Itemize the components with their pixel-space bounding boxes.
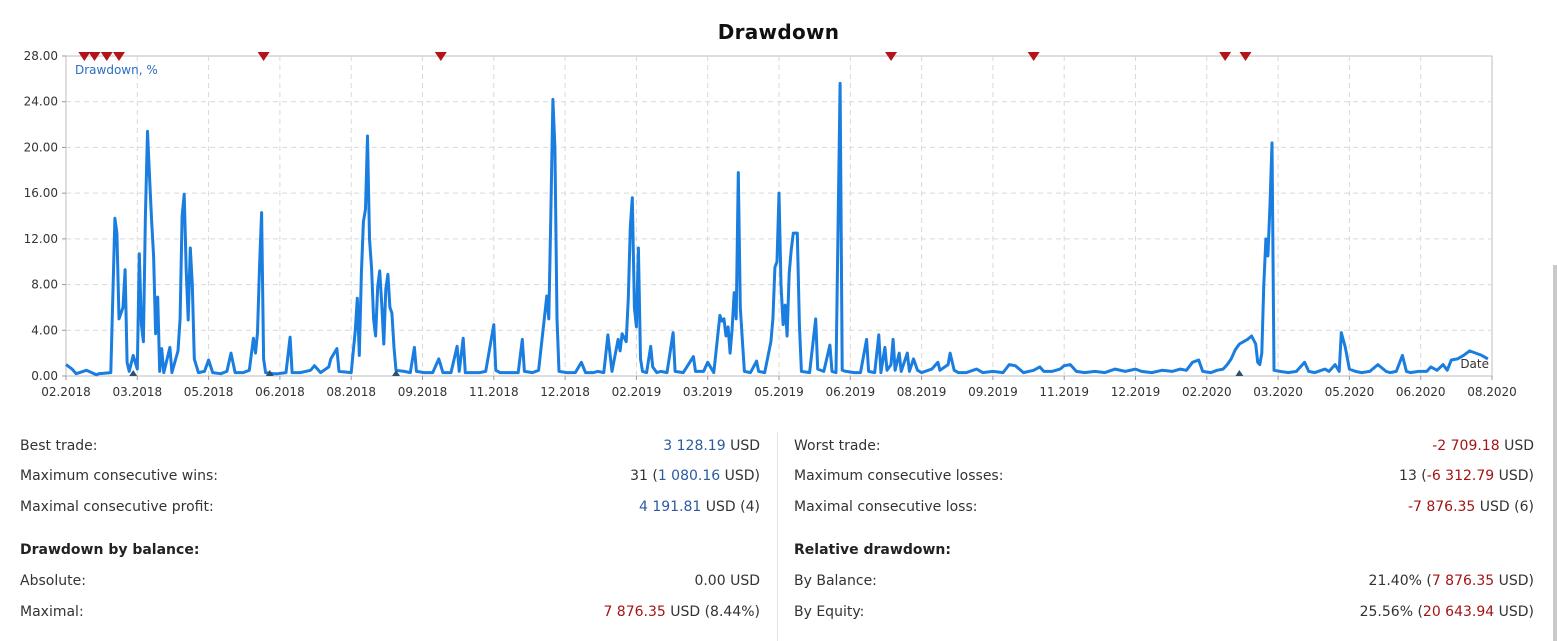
x-tick-label: 12.2018 [540,385,590,399]
stat-label: By Balance: [794,573,877,589]
x-tick-label: 05.2019 [754,385,804,399]
x-tick-label: 12.2019 [1111,385,1161,399]
stat-unit: USD) [1494,604,1534,620]
stat-best-trade: Best trade: 3 128.19 USD [20,438,760,458]
stat-value-prefix: 21.40% ( [1368,573,1432,589]
chart-title: Drawdown [717,20,840,44]
x-tick-label: 03.2020 [1253,385,1303,399]
stat-label: Maximum consecutive losses: [794,468,1004,484]
x-tick-label: 09.2018 [398,385,448,399]
y-tick-label: 28.00 [24,49,58,63]
x-tick-label: 08.2018 [326,385,376,399]
deal-marker-dark [392,370,401,376]
stat-max-consecutive-wins: Maximum consecutive wins: 31 (1 080.16 U… [20,468,760,488]
x-tick-label: 09.2019 [968,385,1018,399]
stat-maximal: Maximal: 7 876.35 USD (8.44%) [20,604,760,624]
stat-unit: USD) [720,468,760,484]
x-tick-label: 11.2018 [469,385,519,399]
drawdown-series-line [65,81,1489,377]
x-tick-label: 08.2019 [897,385,947,399]
deal-marker-red [257,52,270,61]
deal-marker-red [112,52,125,61]
x-tick-label: 02.2020 [1182,385,1232,399]
stat-value: 4 191.81 [639,499,702,515]
stat-max-consecutive-losses: Maximum consecutive losses: 13 (-6 312.7… [794,468,1534,488]
stat-unit: USD (6) [1475,499,1534,515]
x-tick-label: 06.2020 [1396,385,1446,399]
section-relative-drawdown: Relative drawdown: [794,542,1534,562]
y-tick-label: 20.00 [24,140,58,154]
x-tick-label: 06.2018 [255,385,305,399]
stat-worst-trade: Worst trade: -2 709.18 USD [794,438,1534,458]
stat-label: Maximal: [20,604,84,620]
stat-unit: USD (4) [701,499,760,515]
x-tick-label: 03.2018 [112,385,162,399]
y-tick-label: 0.00 [31,369,58,383]
stat-label: Maximum consecutive wins: [20,468,218,484]
x-tick-label: 11.2019 [1039,385,1089,399]
legend-drawdown: Drawdown, % [75,63,158,77]
deal-marker-dark [1235,370,1244,376]
stat-absolute: Absolute: 0.00 USD [20,573,760,593]
section-drawdown-by-balance: Drawdown by balance: [20,542,760,562]
deal-marker-red [1027,52,1040,61]
stat-value-prefix: 13 ( [1399,468,1427,484]
stat-value: -2 709.18 [1432,438,1500,454]
stat-by-balance: By Balance: 21.40% (7 876.35 USD) [794,573,1534,593]
deal-marker-dark [129,370,138,376]
stat-label: Best trade: [20,438,98,454]
x-tick-label: 02.2018 [41,385,91,399]
stat-unit: USD) [1494,573,1534,589]
stat-value: -7 876.35 [1407,499,1476,515]
stat-value: 20 643.94 [1422,604,1495,620]
x-tick-label: 08.2020 [1467,385,1517,399]
y-tick-label: 24.00 [24,95,58,109]
y-tick-label: 8.00 [31,278,58,292]
stat-unit: USD (8.44%) [665,604,760,620]
x-tick-label: 02.2019 [612,385,662,399]
stat-value: -6 312.79 [1426,468,1495,484]
stat-label: Maximal consecutive loss: [794,499,978,515]
section-heading: Drawdown by balance: [20,542,200,558]
x-tick-label: 05.2018 [184,385,234,399]
deal-marker-red [88,52,101,61]
stat-label: Maximal consecutive profit: [20,499,214,515]
stat-by-equity: By Equity: 25.56% (20 643.94 USD) [794,604,1534,624]
stat-value: 7 876.35 [603,604,666,620]
section-heading: Relative drawdown: [794,542,951,558]
stat-value: 0.00 USD [694,573,760,589]
deal-marker-red [885,52,898,61]
deal-marker-red [1239,52,1252,61]
page-scrollbar[interactable] [1553,265,1557,641]
drawdown-chart: 0.00 4.00 8.00 12.00 16.00 20.00 24.00 28.00 02.… [24,49,1517,399]
stat-unit: USD [1499,438,1534,454]
x-tick-label: 03.2019 [683,385,733,399]
stat-value: 3 128.19 [663,438,726,454]
deal-marker-red [434,52,447,61]
stat-unit: USD [725,438,760,454]
y-tick-label: 12.00 [24,232,58,246]
stat-unit: USD) [1494,468,1534,484]
deal-marker-dark [265,370,274,376]
stat-value: 7 876.35 [1431,573,1495,589]
stat-label: Absolute: [20,573,86,589]
y-tick-label: 16.00 [24,186,58,200]
deal-marker-red [1219,52,1232,61]
column-divider [777,432,778,641]
y-tick-label: 4.00 [31,323,58,337]
deal-marker-red [78,52,91,61]
stat-value: 1 080.16 [657,468,721,484]
deal-marker-red [100,52,113,61]
x-axis-label: Date [1460,357,1489,371]
stat-max-consecutive-profit: Maximal consecutive profit: 4 191.81 USD… [20,499,760,519]
stat-max-consecutive-loss: Maximal consecutive loss: -7 876.35 USD … [794,499,1534,519]
stat-value-prefix: 31 ( [630,468,658,484]
stat-value-prefix: 25.56% ( [1359,604,1423,620]
x-tick-label: 05.2020 [1325,385,1375,399]
x-tick-label: 06.2019 [825,385,875,399]
stat-label: Worst trade: [794,438,881,454]
stat-label: By Equity: [794,604,865,620]
